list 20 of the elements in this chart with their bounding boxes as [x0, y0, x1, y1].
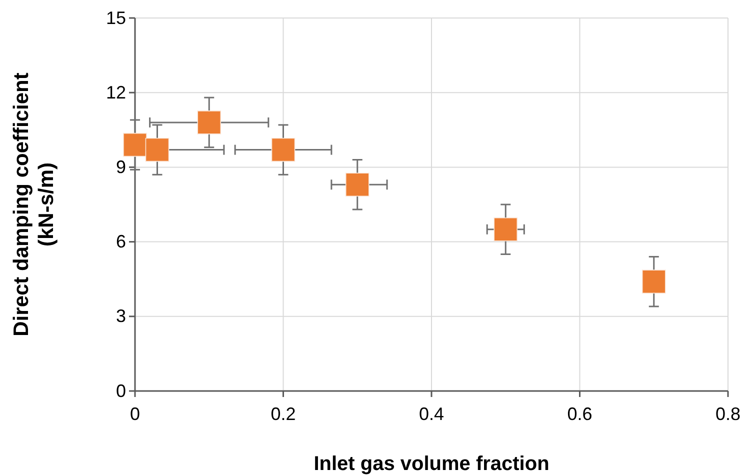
- y-tick-label: 9: [116, 156, 126, 177]
- x-tick-label: 0.2: [270, 404, 296, 424]
- point: [642, 270, 666, 294]
- x-tick-label: 0: [130, 404, 140, 424]
- x-tick-label: 0.8: [715, 404, 741, 424]
- point: [494, 217, 518, 242]
- point: [197, 110, 222, 134]
- x-tick-label: 0.6: [567, 404, 592, 424]
- y-tick-label: 3: [116, 306, 126, 326]
- point: [345, 172, 370, 197]
- y-tick-label: 15: [106, 8, 126, 28]
- x-tick-label: 0.4: [418, 404, 444, 424]
- point: [271, 138, 296, 162]
- y-tick-label: 6: [116, 232, 126, 252]
- point: [145, 138, 170, 162]
- point: [123, 132, 147, 157]
- x-axis-title: Inlet gas volume fraction: [314, 453, 550, 475]
- y-tick-label: 0: [116, 380, 126, 401]
- y-axis-title: Direct damping coefficient (kN-s/m): [10, 72, 58, 336]
- y-tick-label: 12: [106, 82, 126, 102]
